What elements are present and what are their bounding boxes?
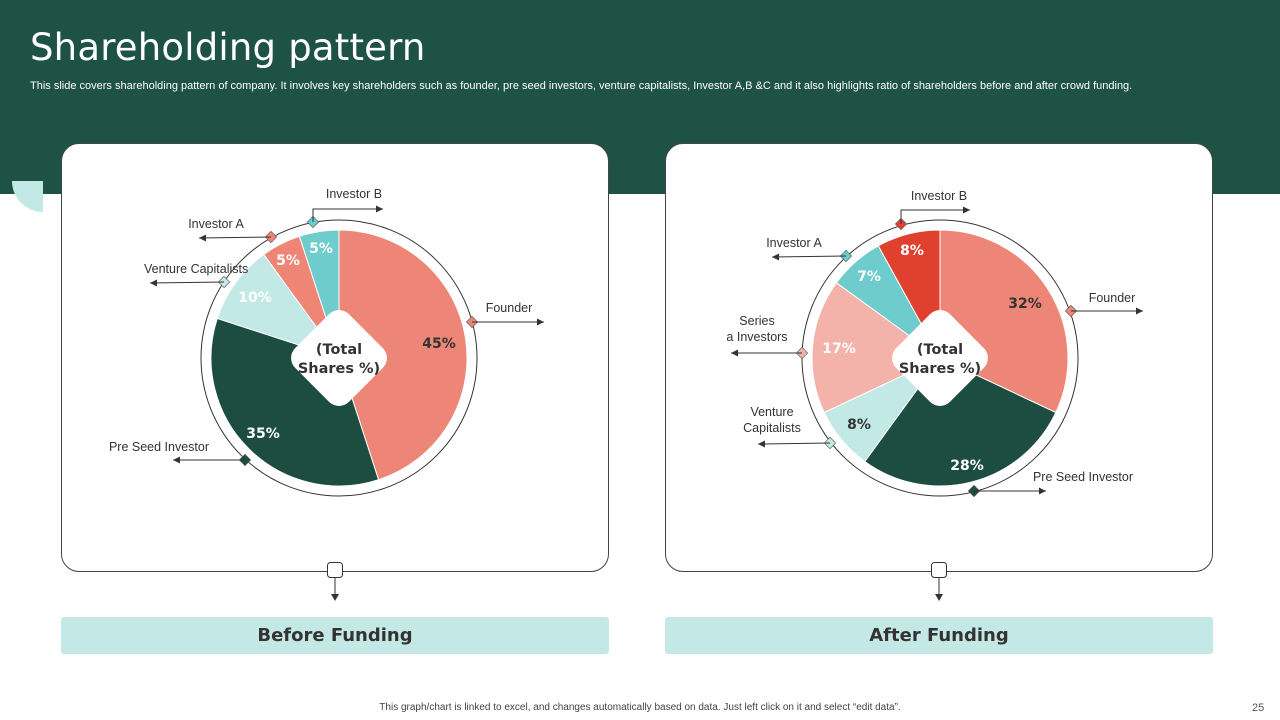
annotation-label-investor-a: Investor A [766,236,822,250]
center-label-line2: Shares %) [298,361,380,377]
page-title: Shareholding pattern [30,26,426,69]
center-label-line1: (Total [917,342,963,358]
slice-value-pre-seed-investor: 35% [246,426,280,442]
annotation-leader [771,255,847,258]
annotation-leader [198,236,272,239]
after-connector [931,562,947,602]
slice-value-venture-capitalists: 10% [238,290,272,306]
annotation-arrowhead [963,206,970,214]
page-number: 25 [1252,702,1265,714]
center-label-line2: Shares %) [899,361,981,377]
center-diamond [892,310,988,406]
before-connector [327,562,343,602]
center-diamond [291,310,387,406]
annotation-label-investor-a: Investor A [188,217,244,231]
corner-decoration [12,181,43,212]
pie-slice-founder[interactable] [338,229,468,481]
after-funding-caption: After Funding [665,617,1213,654]
annotation-arrowhead [731,349,738,357]
slice-value-investor-a: 7% [857,269,881,285]
annotation-arrowhead [173,456,180,464]
annotation-leader [900,209,970,224]
annotation-leader [312,208,383,222]
center-label-line1: (Total [316,342,362,358]
slice-value-pre-seed-investor: 28% [950,458,984,474]
after-funding-card: (Total Shares %) 32% 28% 8% 17% 7% 8% Investor B… [665,143,1213,572]
before-funding-card: (Total Shares %) 45% 35% 10% 5% 5% Investor B In… [61,143,609,572]
annotation-arrowhead [376,205,383,213]
annotation-label-pre-seed-investor: Pre Seed Investor [109,440,209,454]
annotation-arrowhead [537,318,544,326]
slice-value-series-a-investors: 17% [822,341,856,357]
after-funding-pie-chart[interactable]: (Total Shares %) 32% 28% 8% 17% 7% 8% Investor B… [666,144,1214,573]
slice-value-founder: 32% [1008,296,1042,312]
annotation-label-founder: Founder [1089,291,1136,305]
annotation-arrowhead [758,440,765,448]
annotation-label-investor-b: Investor B [326,187,382,201]
annotation-label-founder: Founder [486,301,533,315]
page-subtitle: This slide covers shareholding pattern o… [30,80,1133,92]
annotation-label-series: Series [739,314,774,328]
slice-value-founder: 45% [422,336,456,352]
slice-value-investor-b: 5% [309,241,333,257]
before-funding-caption: Before Funding [61,617,609,654]
annotation-leader [149,281,225,284]
annotation-label-venture: Venture [750,405,793,419]
annotation-label-capitalists: Capitalists [743,421,801,435]
before-funding-pie-chart[interactable]: (Total Shares %) 45% 35% 10% 5% 5% Investor B In… [62,144,610,573]
annotation-leader [757,442,831,445]
annotation-arrowhead [199,234,206,242]
slice-value-investor-b: 8% [900,243,924,259]
annotation-label-venture-capitalists: Venture Capitalists [144,262,248,276]
annotation-label-a-investors: a Investors [726,330,787,344]
pie-slice-pre-seed-investor[interactable] [864,357,1057,487]
annotation-arrowhead [1039,487,1046,495]
annotation-label-pre-seed-investor: Pre Seed Investor [1033,470,1133,484]
footer-note: This graph/chart is linked to excel, and… [379,702,901,713]
annotation-arrowhead [150,279,157,287]
pie-slice-series-a-investors[interactable] [811,282,941,414]
annotation-arrowhead [1136,307,1143,315]
slice-value-investor-a: 5% [276,253,300,269]
annotation-arrowhead [772,253,779,261]
pie-slice-venture-capitalists[interactable] [216,253,341,359]
annotation-label-investor-b: Investor B [911,189,967,203]
slice-value-venture-capitalists: 8% [847,417,871,433]
